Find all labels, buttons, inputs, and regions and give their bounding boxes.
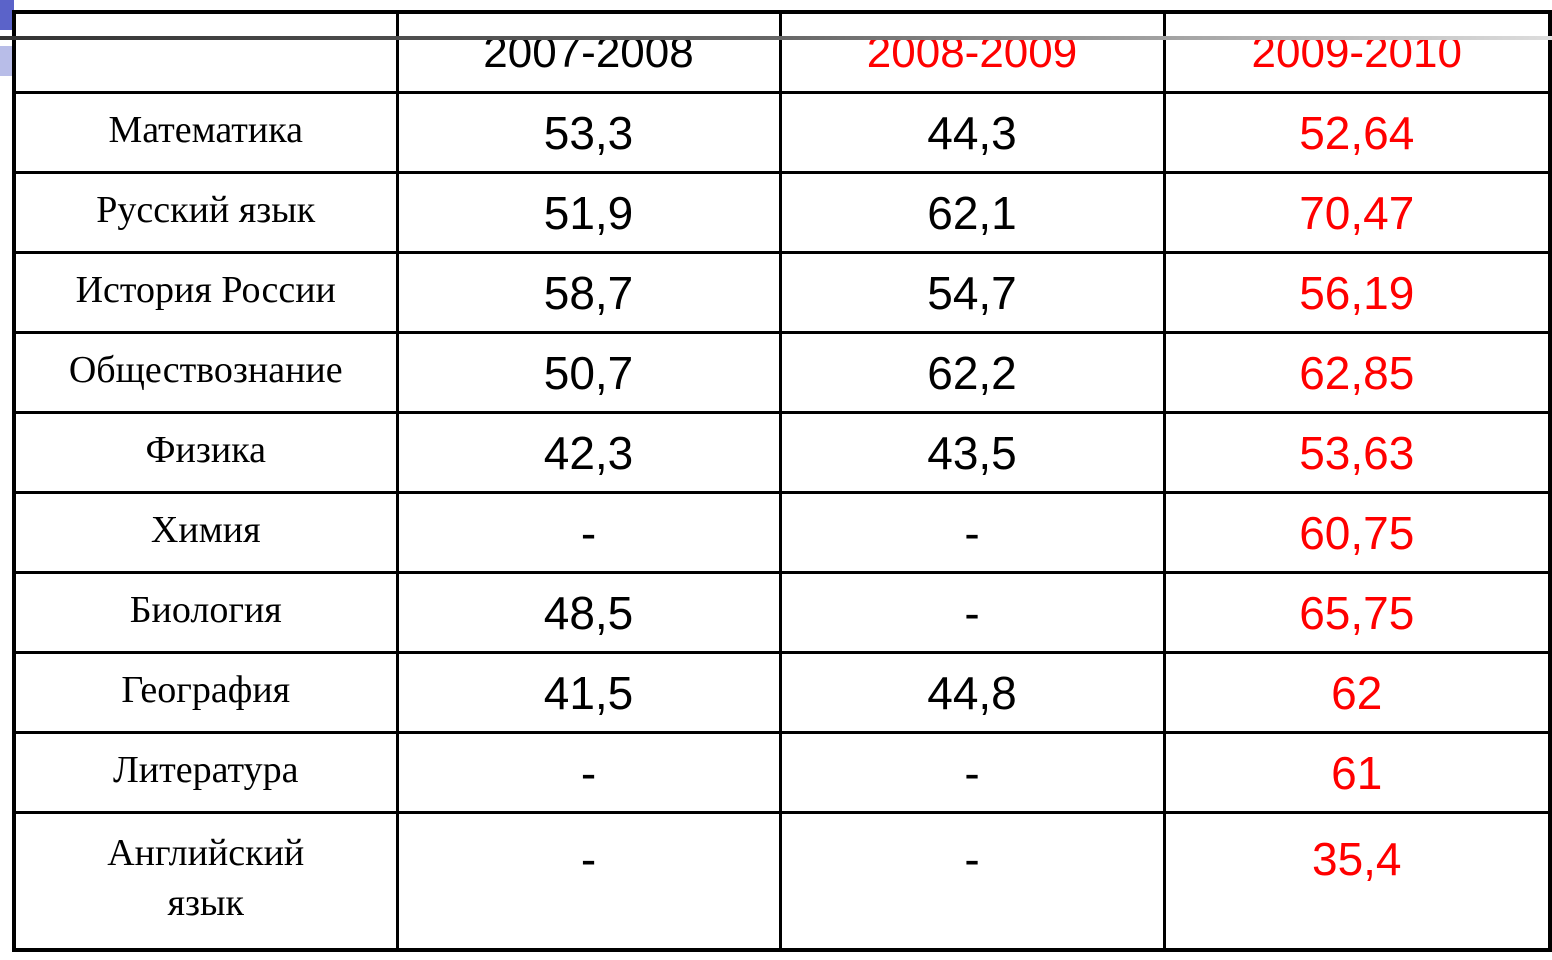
score-cell: 44,8 (778, 651, 1166, 734)
score-cell: - (395, 731, 782, 814)
subject-name: Биология (129, 589, 282, 631)
subject-name: Физика (145, 429, 266, 471)
header-empty (12, 10, 399, 94)
score-cell: - (778, 811, 1166, 952)
subject-cell: Математика (12, 91, 399, 174)
table-body: Математика 53,3 44,3 52,64 Русский язык 51,9 6… (12, 91, 1552, 952)
score-cell: 60,75 (1162, 491, 1552, 574)
header-cell: 2007-2008 (395, 10, 782, 94)
score-cell: - (778, 491, 1166, 574)
table-row: Английский язык - -35,4 (12, 811, 1552, 952)
subject-cell: География (12, 651, 399, 734)
subject-name: История России (75, 269, 336, 311)
score-cell: 50,7 (395, 331, 782, 414)
score-cell: 56,19 (1162, 251, 1552, 334)
table-row: Обществознание 50,7 62,2 62,85 (12, 331, 1552, 414)
subject-name: Математика (108, 109, 303, 151)
score-cell: 65,75 (1162, 571, 1552, 654)
subject-cell: Химия (12, 491, 399, 574)
score-cell: 53,63 (1162, 411, 1552, 494)
table-row: География 41,5 44,8 62 (12, 651, 1552, 734)
score-cell: 70,47 (1162, 171, 1552, 254)
score-cell: - (778, 571, 1166, 654)
subject-name: Обществознание (68, 349, 343, 391)
subject-name: Химия (150, 509, 261, 551)
score-cell: 51,9 (395, 171, 782, 254)
score-cell: 41,5 (395, 651, 782, 734)
subject-cell: Обществознание (12, 331, 399, 414)
decor-line (0, 36, 1552, 40)
subject-name: География (121, 669, 291, 711)
results-table: 2007-2008 2008-2009 2009-2010 Математика… (12, 10, 1552, 952)
score-cell: 48,5 (395, 571, 782, 654)
decor-square (0, 0, 14, 30)
score-cell: 54,7 (778, 251, 1166, 334)
decor-square (0, 46, 14, 76)
score-cell: 58,7 (395, 251, 782, 334)
score-cell: 43,5 (778, 411, 1166, 494)
table-row: Биология 48,5-65,75 (12, 571, 1552, 654)
table-header: 2007-2008 2008-2009 2009-2010 (12, 10, 1552, 94)
table-row: Химия - -60,75 (12, 491, 1552, 574)
subject-cell: Литература (12, 731, 399, 814)
subject-name: Английский язык (107, 832, 305, 924)
score-cell: 62 (1162, 651, 1552, 734)
table-row: Физика 42,3 43,5 53,63 (12, 411, 1552, 494)
score-cell: 44,3 (778, 91, 1166, 174)
score-cell: 62,85 (1162, 331, 1552, 414)
header-cell: 2008-2009 (778, 10, 1166, 94)
subject-cell: Английский язык (12, 811, 399, 952)
table-row: Математика 53,3 44,3 52,64 (12, 91, 1552, 174)
score-cell: 62,2 (778, 331, 1166, 414)
score-cell: 42,3 (395, 411, 782, 494)
table-row: Литература - -61 (12, 731, 1552, 814)
subject-cell: Биология (12, 571, 399, 654)
score-cell: 35,4 (1162, 811, 1552, 952)
score-cell: - (778, 731, 1166, 814)
table-row: Русский язык 51,9 62,1 70,47 (12, 171, 1552, 254)
header-row: 2007-2008 2008-2009 2009-2010 (12, 10, 1552, 94)
subject-cell: История России (12, 251, 399, 334)
header-cell: 2009-2010 (1162, 10, 1552, 94)
subject-name: Русский язык (96, 189, 316, 231)
subject-name: Литература (113, 749, 299, 791)
table-row: История России 58,7 54,7 56,19 (12, 251, 1552, 334)
subject-cell: Русский язык (12, 171, 399, 254)
score-cell: 61 (1162, 731, 1552, 814)
score-cell: 52,64 (1162, 91, 1552, 174)
score-cell: - (395, 811, 782, 952)
score-cell: 53,3 (395, 91, 782, 174)
score-cell: 62,1 (778, 171, 1166, 254)
subject-cell: Физика (12, 411, 399, 494)
score-cell: - (395, 491, 782, 574)
